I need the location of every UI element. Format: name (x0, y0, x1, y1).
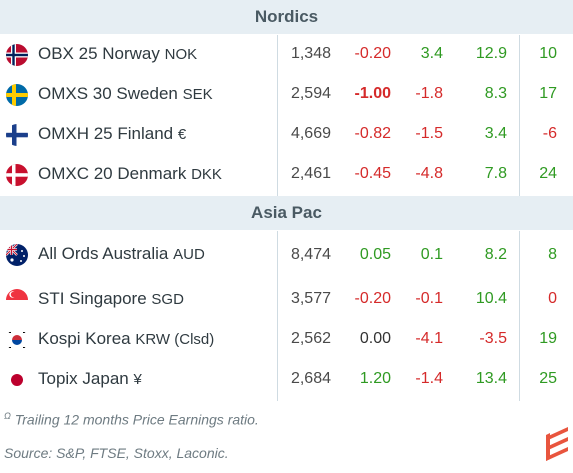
mtd-change: -1.4 (415, 370, 443, 387)
table-row: OMXH 25 Finland € 4,669 -0.82 -1.5 3.4 -… (0, 115, 573, 155)
column-divider-right (519, 35, 520, 196)
pe-ratio: 24 (539, 165, 557, 182)
mtd-change: -1.5 (415, 125, 443, 142)
table-row: OMXC 20 Denmark DKK 2,461 -0.45 -4.8 7.8… (0, 155, 573, 195)
ytd-change: 10.4 (475, 290, 507, 307)
table-row: OMXS 30 Sweden SEK 2,594 -1.00 -1.8 8.3 … (0, 75, 573, 115)
day-change: 1.20 (359, 370, 391, 387)
pe-ratio: 19 (539, 330, 557, 347)
table-row: Topix Japan ¥ 2,684 1.20 -1.4 13.4 25 (0, 360, 573, 400)
table-row: STI Singapore SGD 3,577 -0.20 -0.1 10.4 … (0, 280, 573, 320)
index-name: OMXH 25 Finland € (38, 124, 187, 143)
japan-flag-icon (6, 369, 28, 391)
price-value: 4,669 (290, 125, 331, 142)
pe-footnote: Ω Trailing 12 months Price Earnings rati… (4, 411, 259, 428)
day-change: 0.00 (359, 330, 391, 347)
day-change: -0.20 (354, 290, 391, 307)
column-divider-right (519, 231, 520, 401)
table-row: All Ords Australia AUD 8,474 0.05 0.1 8.… (0, 236, 573, 276)
korea-flag-icon (6, 329, 28, 351)
column-divider-left (277, 231, 278, 401)
mtd-change: -0.1 (415, 290, 443, 307)
ytd-change: 8.3 (484, 85, 507, 102)
source-footnote: Source: S&P, FTSE, Stoxx, Laconic. (4, 445, 229, 461)
table-row: OBX 25 Norway NOK 1,348 -0.20 3.4 12.9 1… (0, 35, 573, 75)
section-header-nordics: Nordics (0, 0, 573, 34)
norway-flag-icon (6, 44, 28, 66)
pe-ratio: 25 (539, 370, 557, 387)
index-name: Topix Japan ¥ (38, 369, 142, 388)
index-name: OMXC 20 Denmark DKK (38, 164, 222, 183)
ytd-change: 3.4 (484, 125, 507, 142)
table-row: Kospi Korea KRW (Clsd) 2,562 0.00 -4.1 -… (0, 320, 573, 360)
pe-ratio: -6 (542, 125, 557, 142)
day-change: 0.05 (359, 246, 391, 263)
singapore-flag-icon (6, 289, 28, 311)
price-value: 2,562 (290, 330, 331, 347)
day-change: -1.00 (354, 85, 391, 102)
day-change: -0.82 (354, 125, 391, 142)
index-name: OBX 25 Norway NOK (38, 44, 198, 63)
price-value: 2,684 (290, 370, 331, 387)
ytd-change: 13.4 (475, 370, 507, 387)
ytd-change: -3.5 (479, 330, 507, 347)
price-value: 2,594 (290, 85, 331, 102)
price-value: 1,348 (290, 45, 331, 62)
denmark-flag-icon (6, 164, 28, 186)
mtd-change: -1.8 (415, 85, 443, 102)
mtd-change: -4.1 (415, 330, 443, 347)
index-name: OMXS 30 Sweden SEK (38, 84, 213, 103)
ytd-change: 12.9 (475, 45, 507, 62)
finland-flag-icon (6, 124, 28, 146)
pe-ratio: 17 (539, 85, 557, 102)
index-name: Kospi Korea KRW (Clsd) (38, 329, 215, 348)
australia-flag-icon (6, 244, 28, 266)
pe-ratio: 10 (539, 45, 557, 62)
price-value: 3,577 (290, 290, 331, 307)
section-header-asia-pac: Asia Pac (0, 196, 573, 230)
day-change: -0.20 (354, 45, 391, 62)
mtd-change: 3.4 (420, 45, 443, 62)
index-name: All Ords Australia AUD (38, 244, 205, 263)
price-value: 8,474 (290, 246, 331, 263)
index-name: STI Singapore SGD (38, 289, 184, 308)
ytd-change: 8.2 (484, 246, 507, 263)
pe-ratio: 0 (548, 290, 557, 307)
pe-ratio: 8 (548, 246, 557, 263)
mtd-change: 0.1 (420, 246, 443, 263)
day-change: -0.45 (354, 165, 391, 182)
mtd-change: -4.8 (415, 165, 443, 182)
price-value: 2,461 (290, 165, 331, 182)
column-divider-left (277, 35, 278, 196)
ytd-change: 7.8 (484, 165, 507, 182)
laconic-logo-icon (546, 427, 568, 461)
sweden-flag-icon (6, 84, 28, 106)
